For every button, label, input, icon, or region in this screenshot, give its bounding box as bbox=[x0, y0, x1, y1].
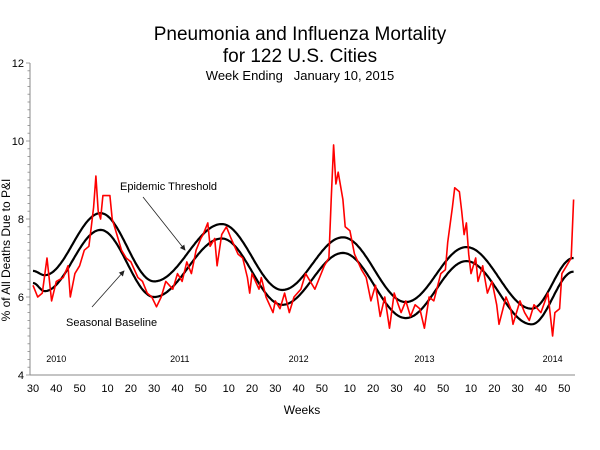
chart-title: Pneumonia and Influenza Mortality bbox=[154, 24, 447, 45]
x-tick-label: 10 bbox=[465, 383, 477, 395]
chart-title-line2: for 122 U.S. Cities bbox=[223, 46, 377, 67]
x-tick-label: 50 bbox=[316, 383, 328, 395]
tick-labels: 4 6 8 10 12 30 40 50 10 20 30 40 50 10 20 30 40 50 10 20 30 4… bbox=[12, 58, 571, 395]
x-tick-label: 30 bbox=[27, 383, 39, 395]
x-tick-label: 50 bbox=[73, 383, 85, 395]
x-tick-label: 30 bbox=[512, 383, 524, 395]
seasonal-baseline-label: Seasonal Baseline bbox=[66, 317, 157, 329]
year-label: 2012 bbox=[289, 354, 309, 364]
observed-series-line bbox=[32, 144, 575, 337]
axes bbox=[26, 62, 575, 376]
y-tick-label: 12 bbox=[12, 58, 24, 70]
x-tick-label: 40 bbox=[171, 383, 183, 395]
year-label: 2013 bbox=[414, 354, 434, 364]
x-tick-label: 20 bbox=[367, 383, 379, 395]
annotations: Epidemic Threshold Seasonal Baseline bbox=[66, 181, 217, 329]
x-tick-label: 30 bbox=[390, 383, 402, 395]
x-tick-label: 40 bbox=[535, 383, 547, 395]
x-tick-label: 50 bbox=[195, 383, 207, 395]
epidemic-threshold-arrow bbox=[142, 196, 186, 251]
chart-subtitle: Week Ending January 10, 2015 bbox=[206, 68, 394, 83]
y-tick-label: 6 bbox=[18, 292, 24, 304]
x-tick-label: 20 bbox=[488, 383, 500, 395]
series-lines bbox=[32, 144, 575, 337]
epidemic-threshold-label: Epidemic Threshold bbox=[120, 181, 217, 193]
x-tick-label: 10 bbox=[344, 383, 356, 395]
y-tick-label: 10 bbox=[12, 136, 24, 148]
x-tick-label: 10 bbox=[223, 383, 235, 395]
x-tick-label: 20 bbox=[125, 383, 137, 395]
year-label: 2014 bbox=[543, 354, 563, 364]
x-tick-label: 20 bbox=[246, 383, 258, 395]
x-tick-label: 10 bbox=[101, 383, 113, 395]
threshold-series-line bbox=[32, 212, 574, 310]
x-axis-title: Weeks bbox=[284, 403, 320, 417]
year-label: 2010 bbox=[46, 354, 66, 364]
x-tick-label: 40 bbox=[414, 383, 426, 395]
x-tick-label: 50 bbox=[558, 383, 570, 395]
year-label: 2011 bbox=[170, 354, 189, 364]
y-axis-title: % of All Deaths Due to P&I bbox=[0, 179, 13, 322]
x-tick-label: 50 bbox=[437, 383, 449, 395]
seasonal-baseline-arrow bbox=[91, 270, 125, 308]
x-tick-label: 30 bbox=[148, 383, 160, 395]
x-tick-label: 30 bbox=[269, 383, 281, 395]
x-tick-label: 40 bbox=[50, 383, 62, 395]
y-tick-label: 4 bbox=[18, 370, 24, 382]
y-tick-label: 8 bbox=[18, 214, 24, 226]
x-tick-label: 40 bbox=[292, 383, 304, 395]
